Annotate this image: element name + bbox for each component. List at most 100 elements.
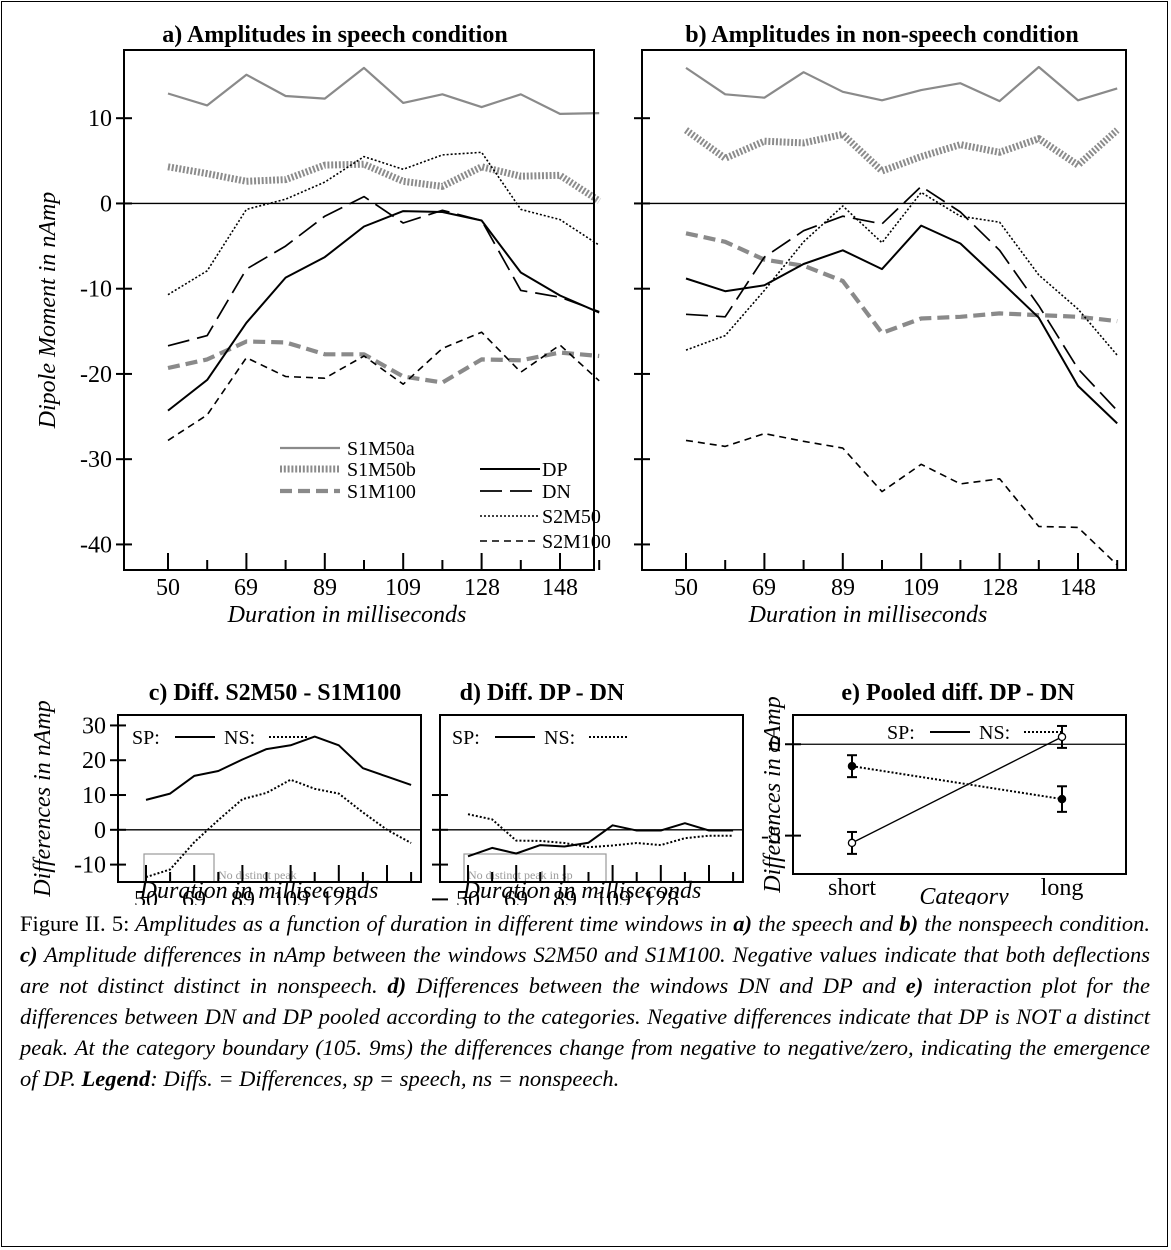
- y-tick-label: 10: [88, 106, 112, 132]
- series-line-NS: [145, 778, 412, 879]
- series-line-SP: [145, 735, 412, 801]
- legend-label-S1M100: S1M100: [347, 481, 416, 503]
- legend-label-SP: SP:: [452, 727, 480, 749]
- plot-frame: [439, 714, 744, 883]
- chart-title: b) Amplitudes in non-speech condition: [685, 22, 1078, 48]
- x-tick-label: 128: [982, 575, 1018, 601]
- caption-text-6: interaction plot for the differences bet…: [20, 973, 1150, 1091]
- legend-label-NS: NS:: [544, 727, 575, 749]
- data-point-SP: [847, 838, 857, 848]
- chart-panel-e: e) Pooled diff. DP - DN 0 -5 short long Categ…: [760, 680, 1127, 905]
- caption-bold-b: b): [899, 911, 919, 936]
- series-line-NS: [851, 765, 1063, 801]
- chart-legend: SP: NS:: [452, 727, 629, 749]
- data-point-NS: [847, 761, 857, 771]
- y-tick-label: -10: [80, 277, 112, 303]
- plot-frame: [123, 49, 595, 571]
- plot-frame: [117, 714, 422, 883]
- caption-text-3: the nonspeech condition.: [918, 911, 1151, 936]
- legend-label-S1M50a: S1M50a: [347, 438, 415, 460]
- data-point-SP: [1057, 732, 1067, 742]
- legend-label-DN: DN: [542, 481, 571, 503]
- plot-frame: [792, 714, 1127, 875]
- y-tick-label: 0: [94, 818, 106, 844]
- series-line-SP: [851, 736, 1063, 844]
- x-tick-label: 89: [553, 887, 577, 905]
- x-tick-label: 89: [231, 887, 255, 905]
- x-tick-label: 128: [321, 887, 357, 905]
- caption-text-2: the speech and: [751, 911, 900, 936]
- x-tick-label: 69: [234, 575, 258, 601]
- legend-label-NS: NS:: [979, 722, 1010, 744]
- x-tick-label: 109: [273, 887, 309, 905]
- series-line-S2M100: [685, 432, 1118, 566]
- caption-bold-a: a): [733, 911, 752, 936]
- x-tick-label: 50: [156, 575, 180, 601]
- x-axis-label: Duration in milliseconds: [227, 602, 467, 628]
- series-line-S2M50: [685, 191, 1118, 356]
- series-line-S1M50b: [683, 127, 1120, 175]
- series-line-DN: [685, 185, 1118, 412]
- series-line-NS: [467, 813, 734, 849]
- y-tick-label: 10: [82, 783, 106, 809]
- y-tick-label: 30: [82, 713, 106, 739]
- x-tick-label: short: [828, 875, 876, 901]
- y-tick-label: -5: [761, 824, 781, 850]
- x-tick-label: 50: [134, 887, 158, 905]
- caption-label: Figure II. 5:: [20, 911, 130, 936]
- legend-label-DP: DP: [542, 459, 568, 481]
- x-axis-label: Duration in milliseconds: [748, 602, 988, 628]
- chart-legend: SP: NS:: [132, 727, 309, 749]
- plot-frame: [641, 49, 1127, 571]
- x-tick-label: 69: [752, 575, 776, 601]
- x-axis-label: Duration in milliseconds: [139, 878, 379, 904]
- series-line-S1M50b: [167, 160, 602, 204]
- chart-panel-b: b) Amplitudes in non-speech condition 50 6…: [634, 22, 1127, 628]
- chart-title: c) Diff. S2M50 - S1M100: [149, 680, 402, 706]
- y-tick-label: -30: [80, 447, 112, 473]
- series-line-DP: [685, 224, 1118, 425]
- caption-text-4: Amplitude differences in nAmp between th…: [20, 942, 1150, 998]
- chart-panel-d: d) Diff. DP - DN No distinct peak in sp 50…: [432, 680, 744, 905]
- x-tick-label: 89: [831, 575, 855, 601]
- y-tick-label: 20: [82, 748, 106, 774]
- legend-label-S2M100: S2M100: [542, 531, 611, 553]
- legend-label-NS: NS:: [224, 727, 255, 749]
- annotation-text: No distinct peak in sp: [468, 868, 573, 882]
- x-axis-label: Duration in milliseconds: [462, 878, 702, 904]
- x-tick-label: 148: [1060, 575, 1096, 601]
- x-tick-label: 109: [595, 887, 631, 905]
- y-axis-label: Differences in nAmp: [760, 696, 786, 893]
- chart-legend: SP: NS:: [887, 722, 1064, 744]
- x-tick-label: long: [1041, 875, 1084, 901]
- chart-title: a) Amplitudes in speech condition: [162, 22, 507, 48]
- x-tick-label: 89: [313, 575, 337, 601]
- x-tick-label: 50: [456, 887, 480, 905]
- figure-canvas: a) Amplitudes in speech condition 50 69 89 1…: [30, 22, 1127, 905]
- chart-title: d) Diff. DP - DN: [460, 680, 625, 706]
- caption-bold-e: e): [905, 973, 924, 998]
- x-tick-label: 148: [542, 575, 578, 601]
- legend-label-S2M50: S2M50: [542, 506, 601, 528]
- series-line-S1M50a: [167, 66, 600, 116]
- legend-label-SP: SP:: [132, 727, 160, 749]
- series-line-S2M100: [167, 331, 600, 442]
- x-tick-label: 128: [464, 575, 500, 601]
- chart-panel-c: c) Diff. S2M50 - S1M100 No distinct peak 5…: [30, 680, 422, 905]
- caption-text-1: Amplitudes as a function of duration in …: [129, 911, 734, 936]
- chart-title: e) Pooled diff. DP - DN: [841, 680, 1075, 706]
- series-line-S1M100: [685, 231, 1118, 336]
- annotation-text: No distinct peak: [218, 868, 297, 882]
- data-point-NS: [1057, 794, 1067, 804]
- caption-bold-d: d): [387, 973, 407, 998]
- y-tick-label: 0: [100, 191, 112, 217]
- caption-text-5: Differences between the windows DN and D…: [406, 973, 906, 998]
- x-tick-label: 50: [674, 575, 698, 601]
- series-line-S1M50a: [685, 65, 1118, 103]
- y-tick-label: -40: [80, 532, 112, 558]
- series-line-S2M50: [167, 151, 600, 296]
- x-axis-label: Category: [919, 884, 1009, 905]
- series-line-DP: [167, 210, 600, 412]
- figure-caption: Figure II. 5: Amplitudes as a function o…: [20, 908, 1150, 1094]
